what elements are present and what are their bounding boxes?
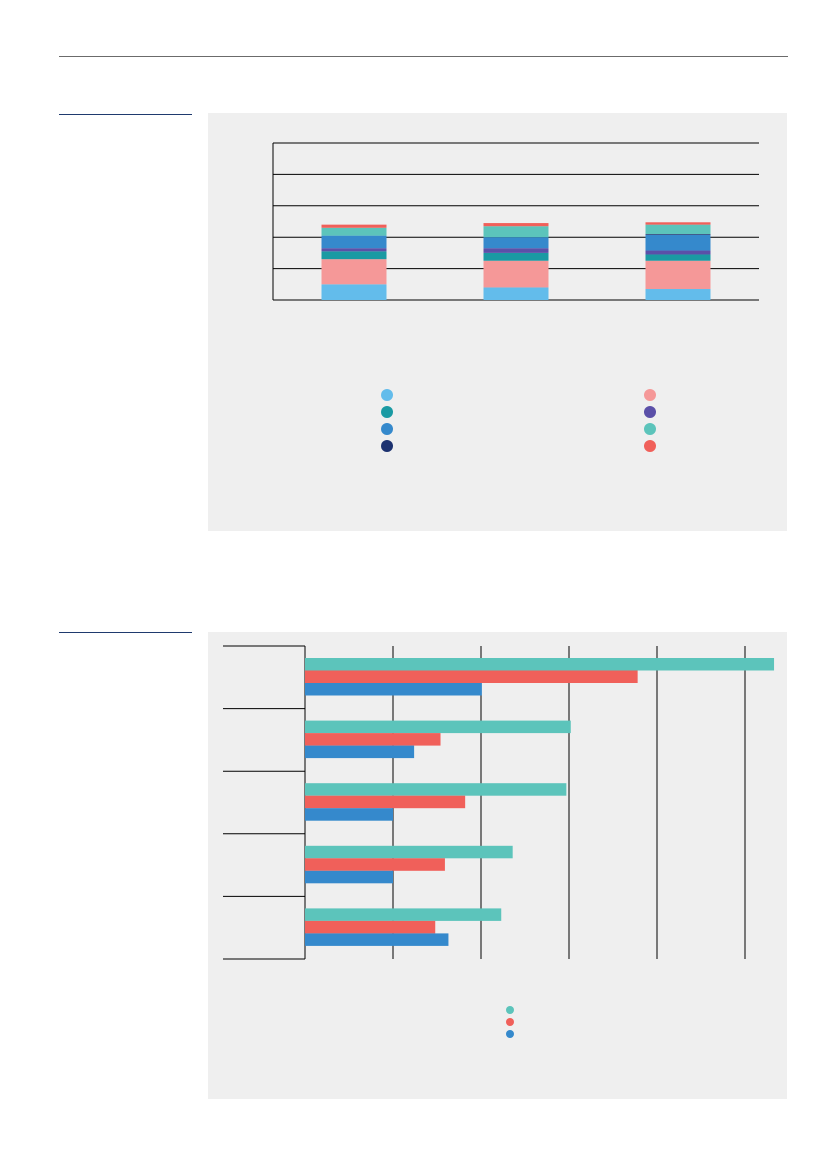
- bar: [305, 933, 449, 946]
- figure-1-panel: [208, 113, 787, 531]
- bar-segment: [483, 226, 549, 238]
- legend-marker: [381, 389, 393, 401]
- bar-segment: [321, 259, 387, 285]
- figure-1-side-rule: [59, 114, 192, 115]
- bar-segment: [321, 227, 387, 236]
- bar-segment: [321, 248, 387, 252]
- bar-segment: [645, 234, 711, 235]
- legend-marker: [644, 423, 656, 435]
- bar: [305, 720, 571, 734]
- bar: [305, 845, 513, 859]
- bar-segment: [321, 284, 387, 300]
- bar-segment: [645, 234, 711, 251]
- legend-marker: [506, 1030, 514, 1038]
- bar-segment: [321, 251, 387, 260]
- bar-segment: [483, 248, 549, 253]
- bar: [305, 670, 638, 683]
- bar-segment: [645, 224, 711, 235]
- bar: [305, 920, 436, 934]
- legend-marker: [506, 1006, 514, 1014]
- bar-segment: [321, 235, 387, 249]
- legend-marker: [644, 389, 656, 401]
- bar: [305, 683, 482, 696]
- bar-segment: [645, 260, 711, 290]
- bar-segment: [321, 224, 387, 228]
- bar-segment: [483, 223, 549, 227]
- bar: [305, 808, 393, 821]
- bar-segment: [483, 287, 549, 300]
- legend-marker: [381, 406, 393, 418]
- bar-segment: [483, 252, 549, 261]
- bar: [305, 745, 415, 759]
- bar: [305, 870, 393, 884]
- bar-segment: [645, 222, 711, 225]
- bar-segment: [645, 250, 711, 255]
- bar-segment: [483, 260, 549, 288]
- bar: [305, 908, 502, 921]
- figure-2-side-rule: [59, 632, 192, 633]
- header-rule: [59, 56, 788, 57]
- legend-marker: [644, 440, 656, 452]
- bar-segment: [483, 237, 549, 249]
- legend-marker: [644, 406, 656, 418]
- figure-2-panel: [208, 632, 787, 1099]
- bar: [305, 795, 466, 809]
- bar: [305, 733, 441, 746]
- legend-marker: [381, 440, 393, 452]
- bar-segment: [645, 254, 711, 261]
- legend-marker: [506, 1018, 514, 1026]
- bar: [305, 658, 775, 671]
- bar-segment: [645, 289, 711, 300]
- horizontal-bar-chart: [223, 645, 775, 1038]
- bar: [305, 858, 445, 871]
- stacked-bar-chart: [272, 142, 759, 452]
- legend-marker: [381, 423, 393, 435]
- bar: [305, 783, 567, 796]
